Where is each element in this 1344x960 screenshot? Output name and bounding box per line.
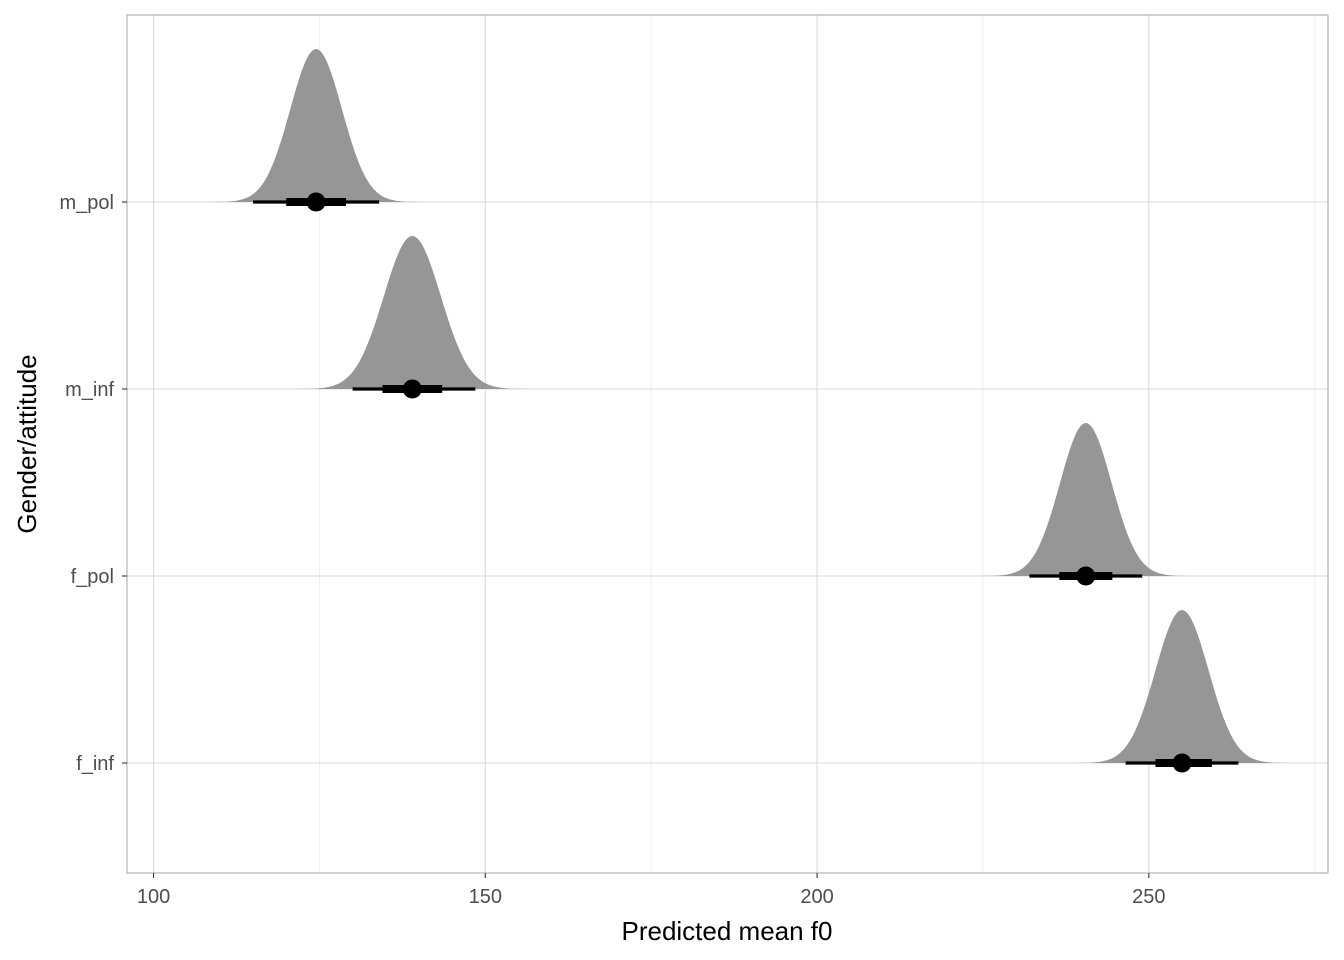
density-curves	[186, 49, 1315, 763]
point-median-m_inf	[402, 379, 422, 399]
y-tick-label: m_inf	[65, 379, 114, 401]
x-tick-label: 100	[137, 886, 170, 908]
density-m_pol	[186, 49, 446, 202]
panel-border	[126, 14, 1329, 874]
y-tick-label: f_pol	[71, 566, 114, 588]
point-median-f_inf	[1172, 753, 1192, 773]
y-axis: m_pol m_inf f_pol f_inf	[60, 192, 127, 775]
y-tick-label: f_inf	[76, 753, 114, 775]
x-tick-label: 150	[469, 886, 502, 908]
x-axis: 100 150 200 250	[137, 873, 1166, 908]
y-tick-label: m_pol	[60, 192, 114, 214]
interval-bars	[253, 192, 1239, 773]
density-f_pol	[956, 423, 1216, 576]
point-median-f_pol	[1076, 566, 1096, 586]
x-tick-label: 250	[1132, 886, 1165, 908]
x-axis-title: Predicted mean f0	[621, 916, 832, 946]
x-tick-label: 200	[800, 886, 833, 908]
point-median-m_pol	[306, 192, 326, 212]
y-axis-title: Gender/attitude	[12, 354, 42, 533]
density-f_inf	[1049, 610, 1315, 763]
density-m_inf	[269, 236, 555, 389]
